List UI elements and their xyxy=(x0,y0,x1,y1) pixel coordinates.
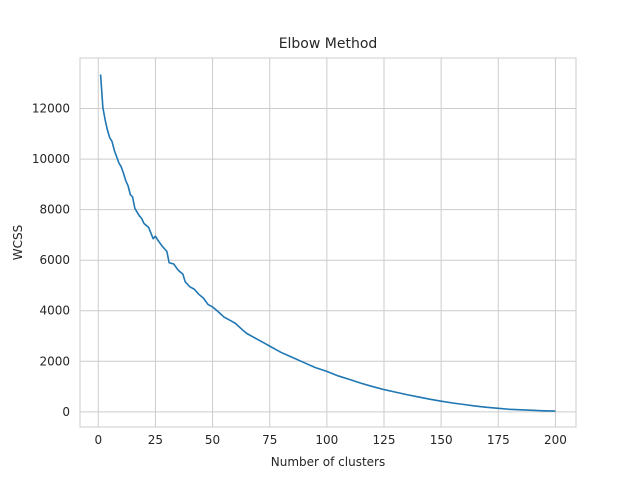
x-tick-label: 200 xyxy=(544,433,567,447)
x-tick-label: 150 xyxy=(430,433,453,447)
y-tick-labels: 0 2000 4000 6000 8000 10000 12000 xyxy=(32,102,70,419)
y-tick-label: 4000 xyxy=(39,304,70,318)
x-tick-labels: 0 25 50 75 100 125 150 175 200 xyxy=(94,433,566,447)
x-tick-label: 125 xyxy=(373,433,396,447)
x-tick-label: 0 xyxy=(94,433,102,447)
plot-frame xyxy=(79,57,577,428)
x-tick-label: 50 xyxy=(205,433,220,447)
y-tick-label: 2000 xyxy=(39,354,70,368)
x-axis-label: Number of clusters xyxy=(271,455,385,469)
y-tick-label: 8000 xyxy=(39,203,70,217)
wcss-line xyxy=(99,74,556,412)
chart-title: Elbow Method xyxy=(279,36,378,52)
grid xyxy=(80,58,576,427)
y-tick-label: 10000 xyxy=(32,152,70,166)
y-tick-label: 12000 xyxy=(32,102,70,116)
y-tick-label: 6000 xyxy=(39,253,70,267)
x-tick-label: 175 xyxy=(487,433,510,447)
x-tick-label: 100 xyxy=(315,433,338,447)
x-tick-label: 75 xyxy=(262,433,277,447)
x-tick-label: 25 xyxy=(148,433,163,447)
y-tick-label: 0 xyxy=(62,405,70,419)
y-axis-label: WCSS xyxy=(11,225,25,260)
